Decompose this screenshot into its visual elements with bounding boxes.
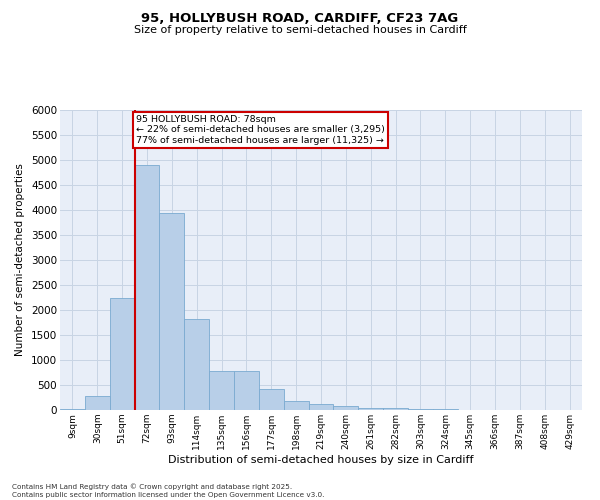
Text: 95, HOLLYBUSH ROAD, CARDIFF, CF23 7AG: 95, HOLLYBUSH ROAD, CARDIFF, CF23 7AG bbox=[142, 12, 458, 26]
Bar bbox=[60, 409, 85, 410]
Bar bbox=[358, 408, 383, 410]
X-axis label: Distribution of semi-detached houses by size in Cardiff: Distribution of semi-detached houses by … bbox=[168, 454, 474, 464]
Bar bbox=[110, 298, 134, 410]
Bar bbox=[408, 409, 433, 410]
Bar bbox=[134, 165, 160, 410]
Bar bbox=[308, 404, 334, 410]
Bar bbox=[209, 371, 234, 410]
Bar bbox=[85, 396, 110, 410]
Text: Contains HM Land Registry data © Crown copyright and database right 2025.
Contai: Contains HM Land Registry data © Crown c… bbox=[12, 484, 325, 498]
Text: Size of property relative to semi-detached houses in Cardiff: Size of property relative to semi-detach… bbox=[134, 25, 466, 35]
Bar bbox=[383, 408, 408, 410]
Bar bbox=[334, 406, 358, 410]
Y-axis label: Number of semi-detached properties: Number of semi-detached properties bbox=[16, 164, 25, 356]
Bar bbox=[284, 400, 308, 410]
Bar bbox=[259, 388, 284, 410]
Bar bbox=[160, 212, 184, 410]
Bar bbox=[234, 371, 259, 410]
Text: 95 HOLLYBUSH ROAD: 78sqm
← 22% of semi-detached houses are smaller (3,295)
77% o: 95 HOLLYBUSH ROAD: 78sqm ← 22% of semi-d… bbox=[136, 115, 385, 145]
Bar bbox=[184, 319, 209, 410]
